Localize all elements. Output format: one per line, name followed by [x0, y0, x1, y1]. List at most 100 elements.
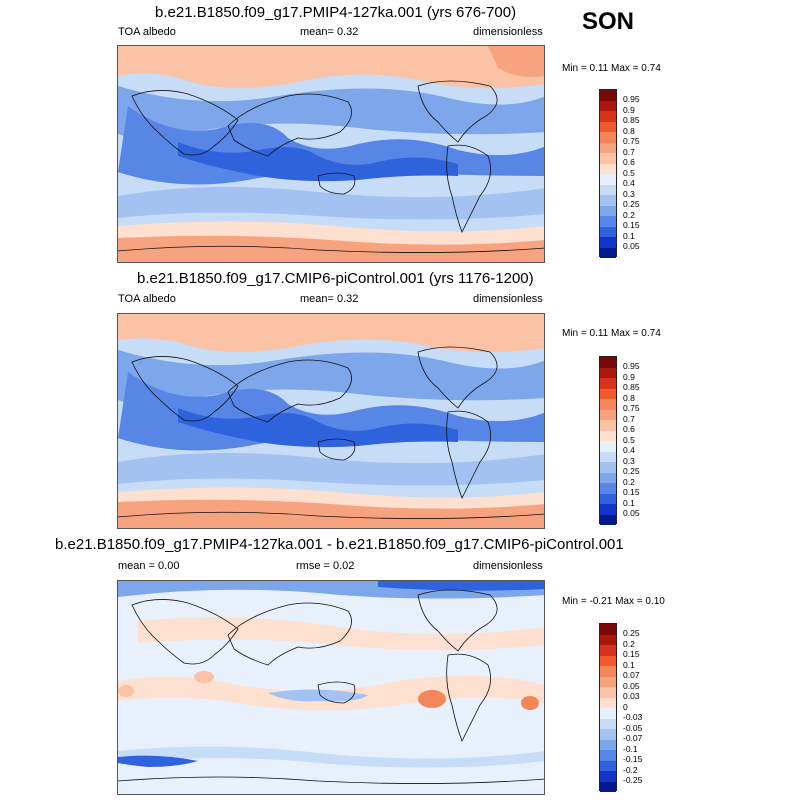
colorbar-tick-label: -0.05 [623, 723, 643, 733]
colorbar-swatch [600, 121, 616, 132]
colorbar-tick-label: 0.95 [623, 361, 640, 371]
colorbar-tick-label: 0.2 [623, 639, 635, 649]
colorbar-swatch [600, 462, 616, 473]
colorbar-swatch [600, 399, 616, 410]
colorbar-swatch [600, 205, 616, 216]
panel-3-minmax: Min = -0.21 Max = 0.10 [562, 596, 665, 607]
colorbar-swatch [600, 750, 616, 761]
colorbar-tick-label: 0.05 [623, 681, 640, 691]
colorbar-swatch [600, 163, 616, 174]
colorbar-swatch [600, 367, 616, 378]
colorbar-swatch [600, 226, 616, 237]
colorbar-tick-label: 0.25 [623, 628, 640, 638]
colorbar-tick-label: 0.2 [623, 477, 635, 487]
colorbar-swatch [600, 378, 616, 389]
panel-2-map [117, 313, 545, 529]
colorbar-swatch [600, 142, 616, 153]
panel-2-mean-label: mean= 0.32 [300, 293, 359, 305]
colorbar-tick-label: 0.03 [623, 691, 640, 701]
panel-1-units-label: dimensionless [473, 26, 543, 38]
colorbar-swatch [600, 247, 616, 258]
colorbar-tick-label: 0.85 [623, 115, 640, 125]
panel-1-title: b.e21.B1850.f09_g17.PMIP4-127ka.001 (yrs… [155, 4, 517, 21]
colorbar-tick-label: -0.2 [623, 765, 638, 775]
colorbar-tick-label: 0.7 [623, 414, 635, 424]
panel-3-rmse-label: rmse = 0.02 [296, 560, 355, 572]
colorbar-swatch [600, 771, 616, 782]
colorbar-tick-label: 0.3 [623, 456, 635, 466]
colorbar-tick-label: 0.15 [623, 220, 640, 230]
colorbar-swatch [600, 666, 616, 677]
panel-2-variable-label: TOA albedo [118, 293, 176, 305]
colorbar-tick-label: 0.1 [623, 660, 635, 670]
colorbar-tick-label: 0.05 [623, 241, 640, 251]
colorbar-swatch [600, 357, 616, 368]
colorbar-tick-label: -0.1 [623, 744, 638, 754]
panel-2-title: b.e21.B1850.f09_g17.CMIP6-piControl.001 … [137, 270, 534, 287]
panel-2-units-label: dimensionless [473, 293, 543, 305]
colorbar-swatch [600, 237, 616, 248]
colorbar-tick-label: 0.15 [623, 649, 640, 659]
colorbar-tick-label: 0.25 [623, 466, 640, 476]
colorbar-tick-label: -0.03 [623, 712, 643, 722]
colorbar-swatch [600, 624, 616, 635]
colorbar-swatch [600, 195, 616, 206]
colorbar-tick-label: -0.15 [623, 754, 643, 764]
panel-1-map [117, 45, 545, 263]
colorbar-swatch [600, 153, 616, 164]
colorbar-tick-label: 0.8 [623, 126, 635, 136]
panel-3-mean-label: mean = 0.00 [118, 560, 180, 572]
colorbar-tick-label: 0.9 [623, 105, 635, 115]
colorbar-swatch [600, 687, 616, 698]
colorbar-swatch [600, 90, 616, 101]
panel-3-title: b.e21.B1850.f09_g17.PMIP4-127ka.001 - b.… [55, 536, 624, 553]
panel-2-colorbar [599, 356, 617, 525]
colorbar-swatch [600, 781, 616, 792]
colorbar-tick-label: 0.5 [623, 435, 635, 445]
colorbar-tick-label: 0.95 [623, 94, 640, 104]
colorbar-swatch [600, 409, 616, 420]
colorbar-swatch [600, 451, 616, 462]
colorbar-tick-label: 0.7 [623, 147, 635, 157]
colorbar-swatch [600, 645, 616, 656]
colorbar-swatch [600, 472, 616, 483]
colorbar-tick-label: 0.85 [623, 382, 640, 392]
panel-3-units-label: dimensionless [473, 560, 543, 572]
colorbar-swatch [600, 184, 616, 195]
colorbar-swatch [600, 514, 616, 525]
colorbar-swatch [600, 493, 616, 504]
colorbar-tick-label: 0.2 [623, 210, 635, 220]
colorbar-tick-label: 0.5 [623, 168, 635, 178]
panel-1-colorbar [599, 89, 617, 258]
colorbar-tick-label: 0.1 [623, 231, 635, 241]
colorbar-swatch [600, 483, 616, 494]
colorbar-tick-label: 0.6 [623, 157, 635, 167]
colorbar-tick-label: 0.4 [623, 178, 635, 188]
colorbar-swatch [600, 697, 616, 708]
colorbar-swatch [600, 676, 616, 687]
colorbar-swatch [600, 100, 616, 111]
colorbar-swatch [600, 504, 616, 515]
panel-3-map [117, 580, 545, 795]
colorbar-swatch [600, 729, 616, 740]
colorbar-tick-label: 0.9 [623, 372, 635, 382]
colorbar-swatch [600, 132, 616, 143]
colorbar-tick-label: 0.1 [623, 498, 635, 508]
colorbar-tick-label: 0.4 [623, 445, 635, 455]
colorbar-tick-label: -0.07 [623, 733, 643, 743]
colorbar-tick-label: 0.75 [623, 136, 640, 146]
colorbar-tick-label: 0.15 [623, 487, 640, 497]
panel-1-variable-label: TOA albedo [118, 26, 176, 38]
colorbar-tick-label: 0.6 [623, 424, 635, 434]
panel-1-mean-label: mean= 0.32 [300, 26, 359, 38]
colorbar-tick-label: 0.8 [623, 393, 635, 403]
panel-3-colorbar [599, 623, 617, 792]
colorbar-tick-label: 0.05 [623, 508, 640, 518]
colorbar-swatch [600, 718, 616, 729]
colorbar-swatch [600, 441, 616, 452]
colorbar-swatch [600, 174, 616, 185]
colorbar-swatch [600, 430, 616, 441]
colorbar-swatch [600, 388, 616, 399]
colorbar-tick-label: 0.75 [623, 403, 640, 413]
panel-2-minmax: Min = 0.11 Max = 0.74 [562, 328, 661, 339]
